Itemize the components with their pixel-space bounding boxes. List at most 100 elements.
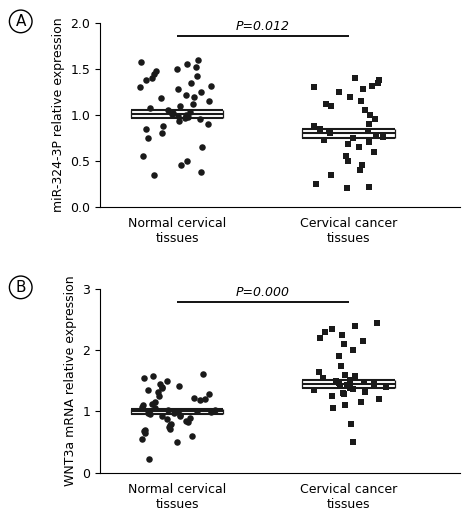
Point (182, 416, 190, 425)
Point (173, 438, 181, 446)
Point (316, 368, 323, 376)
Point (332, 376, 339, 385)
Point (193, 407, 201, 415)
Point (182, 111, 190, 119)
Point (190, 92, 198, 101)
Point (340, 340, 348, 349)
Point (335, 379, 342, 387)
Point (139, 401, 147, 410)
Point (365, 182, 373, 191)
Point (168, 110, 176, 118)
Point (349, 438, 357, 446)
Point (364, 127, 372, 135)
Point (371, 116, 379, 124)
Point (144, 134, 152, 142)
Point (336, 88, 343, 96)
Point (359, 85, 367, 93)
Point (152, 398, 159, 406)
Point (343, 184, 351, 193)
Point (188, 432, 196, 440)
Point (374, 79, 382, 87)
Point (356, 166, 364, 174)
Point (310, 83, 318, 91)
Point (365, 120, 373, 128)
Point (138, 435, 146, 443)
Point (187, 79, 195, 87)
Point (310, 122, 318, 130)
Point (140, 374, 147, 382)
Point (136, 83, 144, 91)
Point (373, 319, 380, 327)
Point (357, 97, 365, 106)
Point (140, 427, 147, 435)
Point (358, 398, 365, 406)
Point (166, 424, 174, 433)
Point (146, 103, 154, 112)
Point (316, 334, 324, 342)
Point (194, 56, 201, 64)
Point (366, 111, 374, 119)
Point (371, 148, 378, 156)
Point (165, 423, 173, 431)
Point (186, 108, 194, 117)
Point (192, 63, 200, 71)
Point (347, 419, 355, 428)
Point (198, 167, 205, 176)
Point (375, 395, 383, 403)
Point (151, 171, 158, 179)
Text: P=0.012: P=0.012 (236, 20, 290, 33)
Point (346, 92, 354, 101)
Point (184, 418, 191, 427)
Point (328, 101, 335, 110)
Point (351, 372, 359, 380)
Point (208, 81, 215, 90)
Point (156, 380, 164, 388)
Point (336, 382, 344, 390)
Point (137, 57, 145, 66)
Point (142, 426, 149, 434)
Point (320, 135, 328, 144)
Point (174, 407, 182, 416)
Point (159, 384, 166, 392)
Point (335, 352, 342, 361)
Point (200, 369, 207, 377)
Point (325, 127, 333, 135)
Point (198, 143, 206, 151)
Point (197, 88, 204, 96)
Point (144, 386, 152, 394)
Point (148, 400, 156, 408)
Point (329, 404, 337, 413)
Point (193, 72, 201, 80)
Point (176, 412, 184, 421)
Point (338, 331, 346, 339)
Point (149, 372, 157, 380)
Point (171, 409, 178, 417)
Point (362, 387, 369, 396)
Point (167, 419, 175, 428)
Point (379, 133, 386, 141)
Point (383, 383, 390, 391)
Point (349, 385, 357, 394)
Point (182, 90, 190, 99)
Point (173, 65, 181, 73)
Point (346, 381, 354, 390)
Point (148, 74, 156, 82)
Point (319, 374, 327, 382)
Point (339, 389, 346, 397)
Point (349, 134, 357, 142)
Point (355, 143, 362, 151)
Point (159, 383, 166, 391)
Point (310, 386, 317, 394)
Point (160, 122, 167, 130)
Point (190, 100, 197, 108)
Point (344, 140, 352, 149)
Point (164, 106, 172, 114)
Point (174, 85, 182, 93)
Point (142, 429, 149, 437)
Point (205, 97, 212, 106)
Point (166, 421, 173, 429)
Point (326, 129, 334, 138)
Point (328, 324, 336, 333)
Point (345, 156, 352, 165)
Point (169, 109, 176, 117)
